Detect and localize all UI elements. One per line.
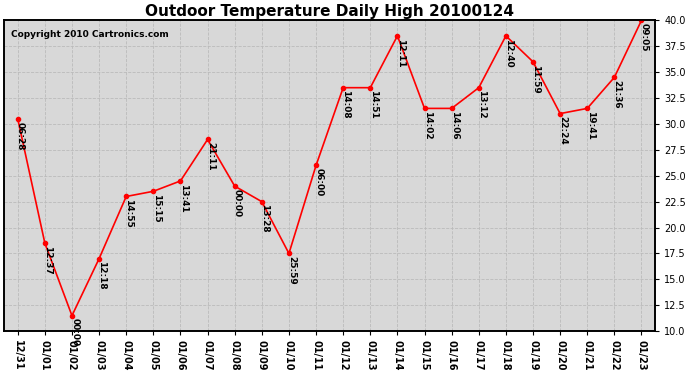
Text: 09:05: 09:05 bbox=[640, 23, 649, 52]
Text: 00:00: 00:00 bbox=[70, 318, 79, 346]
Text: Copyright 2010 Cartronics.com: Copyright 2010 Cartronics.com bbox=[10, 30, 168, 39]
Title: Outdoor Temperature Daily High 20100124: Outdoor Temperature Daily High 20100124 bbox=[145, 4, 514, 19]
Text: 14:06: 14:06 bbox=[450, 111, 459, 140]
Text: 14:51: 14:51 bbox=[368, 90, 377, 119]
Text: 15:15: 15:15 bbox=[152, 194, 161, 223]
Text: 12:37: 12:37 bbox=[43, 246, 52, 274]
Text: 06:00: 06:00 bbox=[315, 168, 324, 196]
Text: 22:24: 22:24 bbox=[558, 116, 567, 145]
Text: 19:41: 19:41 bbox=[586, 111, 595, 140]
Text: 12:40: 12:40 bbox=[504, 39, 513, 67]
Text: 14:02: 14:02 bbox=[423, 111, 432, 140]
Text: 13:12: 13:12 bbox=[477, 90, 486, 119]
Text: 13:28: 13:28 bbox=[260, 204, 269, 233]
Text: 12:11: 12:11 bbox=[395, 39, 405, 67]
Text: 21:11: 21:11 bbox=[206, 142, 215, 171]
Text: 00:00: 00:00 bbox=[233, 189, 242, 217]
Text: 21:36: 21:36 bbox=[613, 80, 622, 109]
Text: 14:08: 14:08 bbox=[342, 90, 351, 119]
Text: 06:28: 06:28 bbox=[16, 122, 25, 150]
Text: 13:41: 13:41 bbox=[179, 184, 188, 213]
Text: 25:59: 25:59 bbox=[287, 256, 296, 285]
Text: 14:55: 14:55 bbox=[124, 199, 133, 228]
Text: 11:59: 11:59 bbox=[531, 64, 540, 93]
Text: 12:18: 12:18 bbox=[97, 261, 106, 290]
